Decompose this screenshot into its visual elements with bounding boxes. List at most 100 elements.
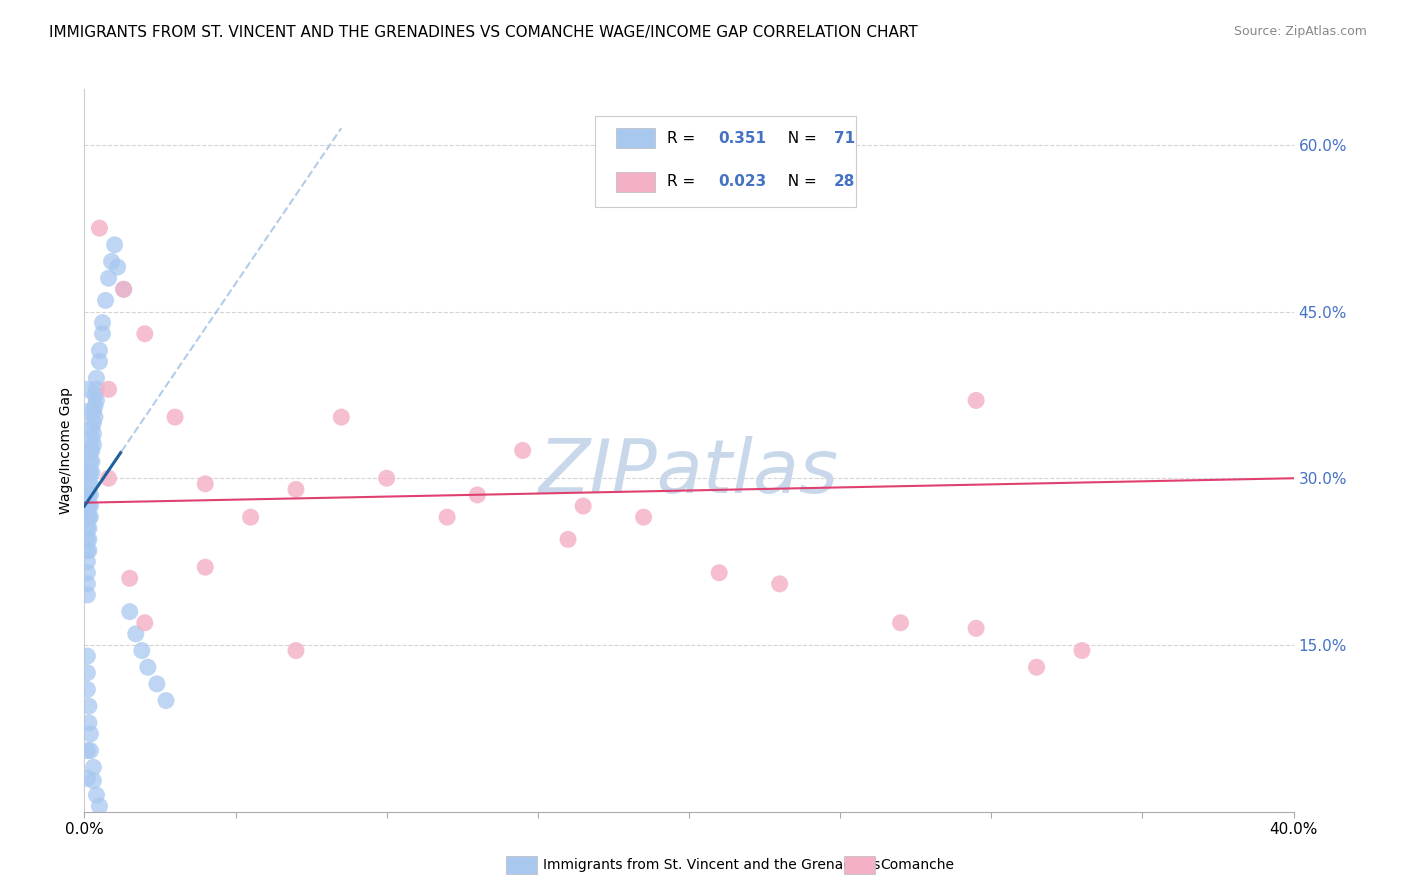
Text: N =: N = — [779, 131, 823, 145]
Point — [112, 282, 135, 296]
Point — [76, 499, 98, 513]
Text: 28: 28 — [834, 174, 855, 189]
Point — [965, 621, 987, 635]
Point — [76, 404, 98, 418]
Point — [285, 483, 308, 497]
Point — [76, 588, 98, 602]
Text: IMMIGRANTS FROM ST. VINCENT AND THE GRENADINES VS COMANCHE WAGE/INCOME GAP CORRE: IMMIGRANTS FROM ST. VINCENT AND THE GREN… — [49, 25, 918, 40]
Point — [84, 388, 107, 402]
Point — [1071, 643, 1094, 657]
Point — [89, 221, 111, 235]
Y-axis label: Wage/Income Gap: Wage/Income Gap — [59, 387, 73, 514]
Point — [97, 382, 120, 396]
Point — [89, 343, 111, 358]
Point — [77, 499, 100, 513]
Point — [76, 510, 98, 524]
Point — [80, 454, 103, 468]
Point — [82, 416, 104, 430]
Point — [194, 560, 217, 574]
Point — [86, 371, 108, 385]
Point — [77, 521, 100, 535]
Point — [79, 454, 101, 468]
Point — [91, 316, 114, 330]
Point — [118, 605, 141, 619]
Point — [131, 643, 153, 657]
Point — [76, 488, 98, 502]
Point — [77, 715, 100, 730]
Point — [79, 727, 101, 741]
Point — [76, 566, 98, 580]
Point — [79, 510, 101, 524]
Point — [76, 649, 98, 664]
Point — [76, 382, 98, 396]
Point — [76, 533, 98, 547]
Point — [1025, 660, 1047, 674]
Text: Source: ZipAtlas.com: Source: ZipAtlas.com — [1233, 25, 1367, 38]
Point — [165, 410, 187, 425]
Point — [76, 555, 98, 569]
Point — [194, 476, 217, 491]
Text: ZIPatlas: ZIPatlas — [538, 436, 839, 508]
Point — [77, 466, 100, 480]
FancyBboxPatch shape — [616, 128, 655, 148]
Point — [285, 643, 308, 657]
Point — [82, 760, 104, 774]
Point — [77, 699, 100, 714]
Point — [79, 476, 101, 491]
Text: 71: 71 — [834, 131, 855, 145]
Point — [76, 577, 98, 591]
Point — [79, 499, 101, 513]
Point — [134, 615, 156, 630]
Point — [79, 443, 101, 458]
Point — [512, 443, 534, 458]
Point — [84, 410, 107, 425]
Point — [965, 393, 987, 408]
Point — [82, 404, 104, 418]
Point — [77, 543, 100, 558]
Point — [709, 566, 731, 580]
Point — [77, 533, 100, 547]
Point — [79, 743, 101, 757]
Point — [76, 682, 98, 697]
Point — [89, 799, 111, 814]
Point — [76, 665, 98, 680]
Point — [239, 510, 262, 524]
Point — [76, 521, 98, 535]
Point — [155, 693, 177, 707]
Point — [82, 426, 104, 441]
Point — [467, 488, 489, 502]
Point — [77, 488, 100, 502]
Point — [125, 627, 148, 641]
FancyBboxPatch shape — [616, 171, 655, 192]
Point — [107, 260, 129, 274]
Point — [97, 471, 120, 485]
Point — [80, 421, 103, 435]
Point — [76, 743, 98, 757]
Point — [86, 382, 108, 396]
Point — [82, 438, 104, 452]
Point — [112, 282, 135, 296]
Point — [77, 510, 100, 524]
Point — [769, 577, 792, 591]
Point — [436, 510, 458, 524]
Point — [77, 476, 100, 491]
Point — [76, 543, 98, 558]
Point — [94, 293, 117, 308]
Point — [100, 254, 122, 268]
Point — [79, 466, 101, 480]
Text: 0.023: 0.023 — [718, 174, 766, 189]
Text: 0.351: 0.351 — [718, 131, 766, 145]
Point — [91, 326, 114, 341]
Text: R =: R = — [668, 131, 700, 145]
Point — [80, 466, 103, 480]
Point — [136, 660, 159, 674]
Point — [330, 410, 353, 425]
Text: Immigrants from St. Vincent and the Grenadines: Immigrants from St. Vincent and the Gren… — [543, 858, 880, 872]
Point — [134, 326, 156, 341]
Point — [118, 571, 141, 585]
FancyBboxPatch shape — [595, 116, 856, 207]
Text: N =: N = — [779, 174, 823, 189]
Point — [375, 471, 398, 485]
Text: Comanche: Comanche — [880, 858, 955, 872]
Point — [84, 399, 107, 413]
